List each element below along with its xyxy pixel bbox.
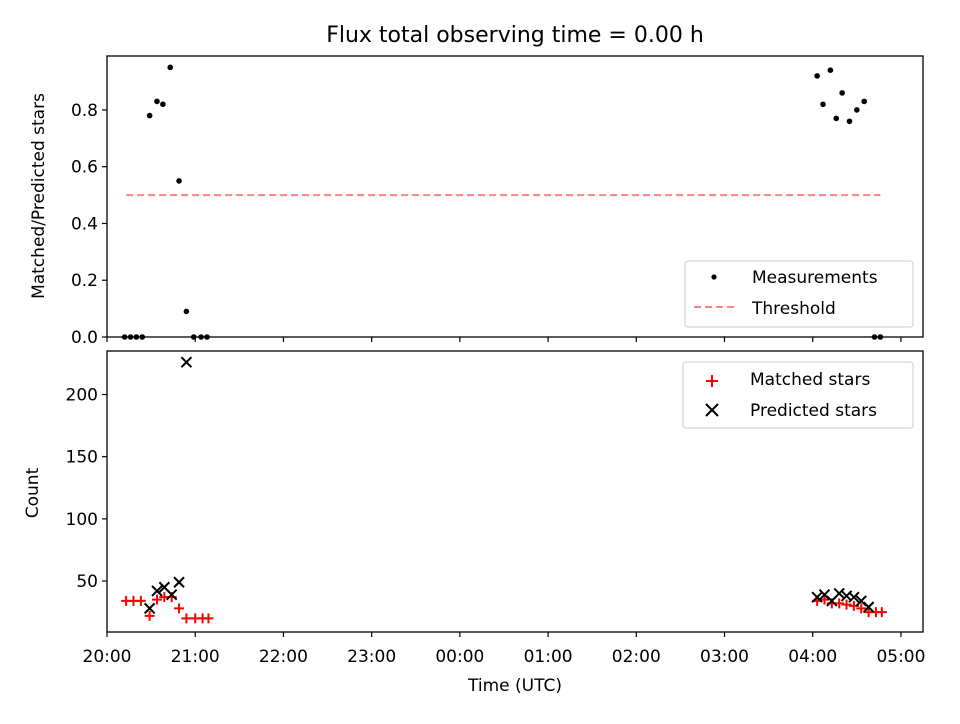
x-tick-label: 23:00 [347, 647, 396, 667]
bottom-y-tick-label: 150 [66, 448, 98, 468]
x-tick-label: 21:00 [171, 647, 220, 667]
x-tick-label: 03:00 [700, 647, 749, 667]
legend-predicted-label: Predicted stars [750, 401, 877, 421]
bottom-plot-area [106, 350, 924, 633]
predicted-star-point [180, 356, 193, 368]
chart-title: Flux total observing time = 0.00 h [326, 23, 704, 48]
top-data [121, 64, 884, 340]
bottom-legend-box [682, 361, 914, 429]
x-tick-label: 20:00 [83, 647, 132, 667]
legend-matched-label: Matched stars [750, 370, 870, 390]
measurement-point [839, 90, 845, 96]
measurement-point [133, 334, 140, 340]
top-x-ticks [106, 337, 902, 342]
measurement-point [176, 178, 182, 184]
x-tick-label: 01:00 [524, 647, 573, 667]
bottom-y-axis-label: Count [23, 467, 43, 518]
bottom-y-tick-label: 50 [76, 572, 98, 592]
measurement-point [861, 98, 867, 105]
matched-star-point [151, 594, 162, 605]
measurement-point [854, 107, 860, 113]
top-y-axis-label: Matched/Predicted stars [29, 93, 49, 299]
legend-measurement-marker [711, 274, 717, 280]
measurement-point [160, 101, 166, 108]
predicted-star-point [173, 576, 185, 588]
legend-predicted-marker [705, 403, 719, 417]
matched-star-point [181, 613, 192, 624]
x-axis-label: Time (UTC) [467, 676, 562, 696]
bottom-y-tick-label: 100 [66, 510, 98, 530]
measurement-point [877, 334, 884, 340]
measurement-point [183, 308, 190, 315]
predicted-star-point [833, 587, 845, 600]
legend-matched-marker [706, 375, 718, 387]
measurement-point [198, 334, 204, 340]
matched-star-point [819, 594, 830, 605]
x-tick-label: 04:00 [788, 647, 837, 667]
matched-star-point [174, 603, 185, 614]
matched-star-point [856, 603, 867, 614]
x-tick-label: 22:00 [259, 647, 308, 667]
predicted-star-point [848, 591, 860, 603]
measurement-point [827, 67, 834, 73]
top-legend: Measurements Threshold [684, 260, 914, 328]
top-y-tick-label: 0.2 [71, 271, 98, 291]
predicted-star-point [862, 601, 875, 613]
predicted-star-point [143, 602, 156, 615]
bottom-legend: Matched stars Predicted stars [682, 361, 914, 429]
measurement-point [833, 115, 840, 122]
matched-star-point [876, 607, 887, 618]
bottom-data [121, 356, 887, 624]
top-y-tick-label: 0.0 [71, 328, 98, 348]
bottom-x-ticks: 20:00 21:00 22:00 23:00 00:00 01:00 02:00 03:00… [83, 632, 925, 667]
measurement-point [167, 64, 174, 71]
matched-star-point [841, 599, 852, 610]
top-y-ticks: 0.0 0.2 0.4 0.6 0.8 [71, 101, 107, 348]
legend-threshold-label: Threshold [751, 299, 836, 319]
bottom-y-ticks: 50 100 150 200 [66, 386, 107, 592]
legend-measurements-label: Measurements [752, 268, 878, 288]
top-legend-box [684, 260, 914, 328]
top-y-tick-label: 0.4 [71, 214, 98, 234]
top-panel: Matched/Predicted stars 0.00.20.40.60.8 … [29, 55, 924, 348]
measurement-point [871, 334, 878, 340]
predicted-star-point [811, 591, 823, 603]
measurement-point [146, 112, 153, 119]
top-y-tick-label: 0.8 [71, 101, 98, 121]
matched-star-point [135, 595, 146, 606]
x-tick-label: 00:00 [435, 647, 484, 667]
matched-star-point [203, 613, 214, 624]
measurement-point [121, 334, 128, 340]
matched-star-point [834, 598, 845, 609]
top-y-tick-label: 0.6 [71, 158, 98, 178]
x-tick-label: 02:00 [612, 647, 661, 667]
matched-star-point [144, 610, 155, 621]
measurement-point [190, 334, 197, 340]
measurement-point [154, 98, 160, 105]
measurement-point [204, 334, 210, 340]
measurement-point [814, 73, 820, 79]
measurement-point [846, 118, 853, 125]
measurement-point [139, 334, 146, 340]
x-tick-label: 05:00 [876, 647, 925, 667]
measurement-point [820, 101, 826, 108]
predicted-star-point [165, 588, 178, 601]
measurement-point [127, 334, 134, 340]
bottom-y-tick-label: 200 [66, 386, 98, 406]
predicted-star-point [151, 585, 163, 597]
top-plot-area [106, 55, 924, 338]
